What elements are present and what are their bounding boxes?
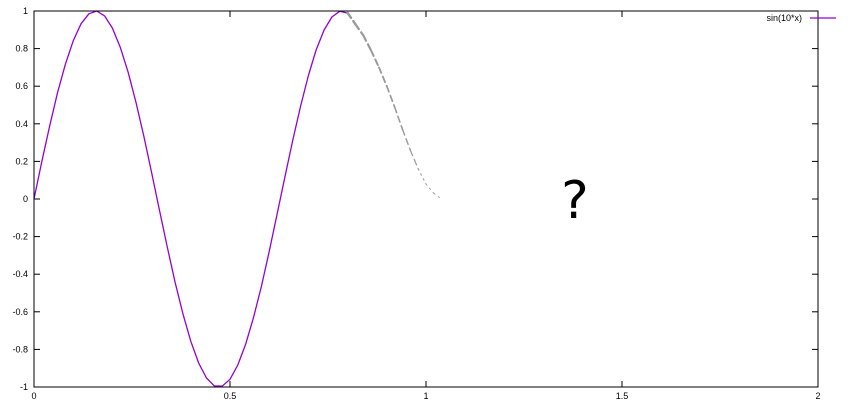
extrapolation-segment (393, 106, 404, 131)
y-tick-label: -0.4 (12, 269, 28, 279)
extrapolation-segment (354, 23, 365, 37)
extrapolation-segment (346, 11, 357, 26)
x-tick-label: 0 (31, 391, 36, 401)
extrapolation-segment (370, 49, 380, 69)
x-tick-label: 2 (815, 391, 820, 401)
series-layer (33, 10, 443, 387)
y-tick-label: 0.2 (15, 156, 28, 166)
extrapolation-segment (362, 34, 373, 52)
y-tick-label: -0.8 (12, 344, 28, 354)
extrapolation-segment (401, 128, 411, 151)
y-tick-label: 0.6 (15, 81, 28, 91)
extrapolation-segment (425, 183, 435, 194)
x-tick-label: 1.5 (616, 391, 629, 401)
y-tick-label: 0.4 (15, 119, 28, 129)
legend-label: sin(10*x) (766, 13, 802, 23)
y-tick-label: 0 (23, 194, 28, 204)
y-tick-label: 1 (23, 6, 28, 16)
y-tick-label: -1 (20, 382, 28, 392)
extrapolation-segment (409, 149, 419, 170)
plot-frame (33, 10, 819, 388)
question-mark-annotation: ? (561, 171, 589, 231)
series-line-sin (33, 10, 348, 387)
x-tick-label: 0.5 (224, 391, 237, 401)
y-tick-label: 0.8 (15, 44, 28, 54)
y-tick-label: -0.6 (12, 307, 28, 317)
extrapolation-segment (378, 66, 388, 88)
extrapolation-segment (385, 85, 396, 108)
x-tick-label: 1 (423, 391, 428, 401)
extrapolation-segment (433, 192, 443, 200)
legend: sin(10*x) (766, 13, 836, 23)
y-tick-label: -0.2 (12, 232, 28, 242)
